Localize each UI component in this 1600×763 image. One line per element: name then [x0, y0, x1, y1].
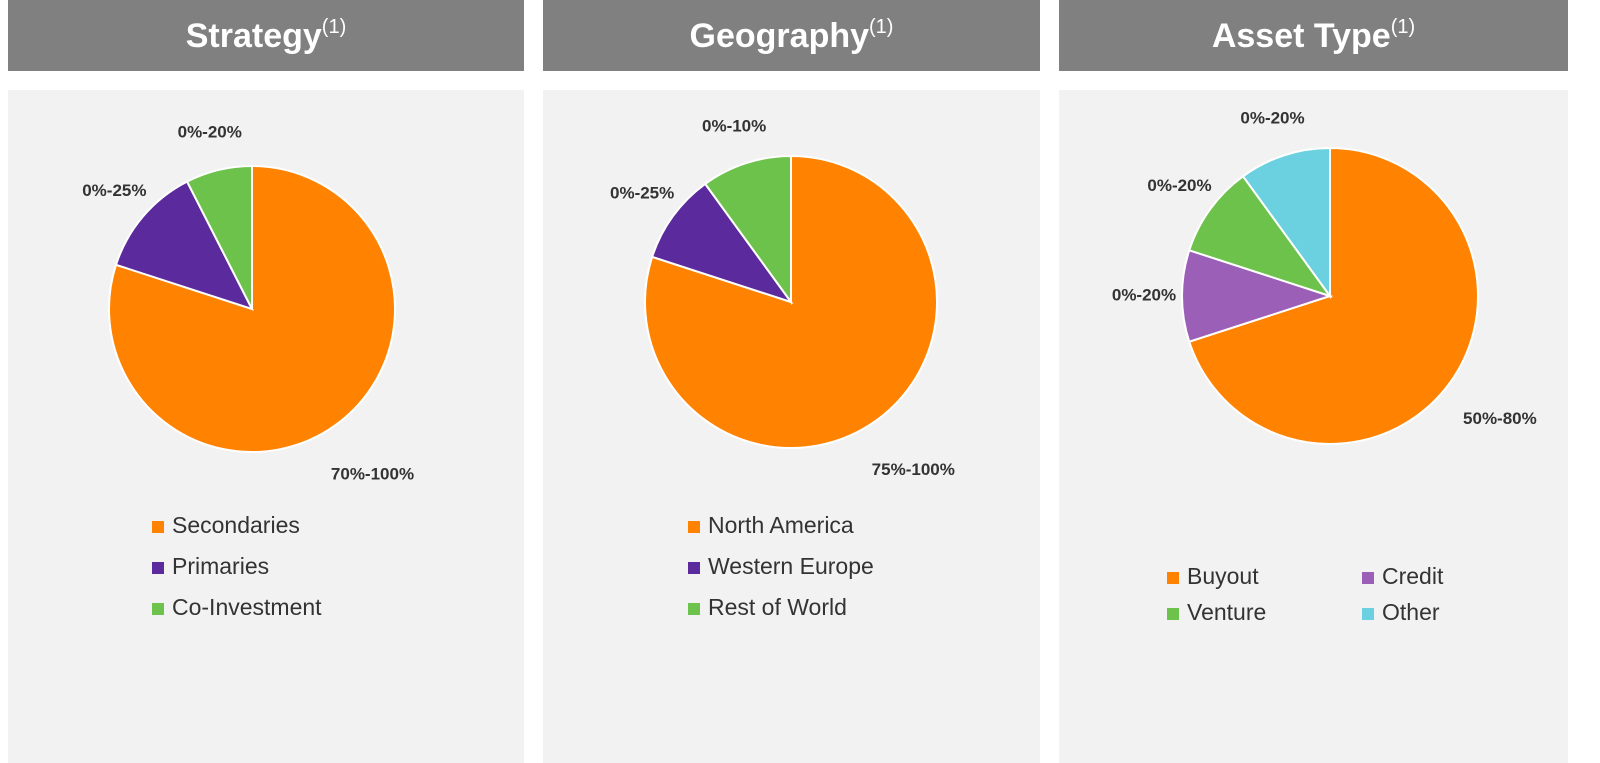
legend-swatch	[1167, 572, 1179, 584]
pie-slice	[1241, 146, 1331, 300]
slice-label: 50%-80%	[1463, 409, 1537, 428]
legend-label: Secondaries	[172, 512, 300, 538]
legend-swatch	[1362, 608, 1374, 620]
header-bar	[8, 0, 524, 71]
header-bar	[1059, 0, 1568, 71]
title-note: (1)	[1391, 16, 1415, 38]
pie-slice	[114, 180, 254, 311]
title-note: (1)	[322, 16, 346, 38]
slice-label: 0%-20%	[1240, 109, 1304, 128]
pie-slice	[185, 164, 253, 310]
pie-slice	[1180, 249, 1334, 343]
legend-label: Buyout	[1187, 563, 1259, 589]
legend-swatch	[152, 521, 164, 533]
chart-title: Strategy(1)	[186, 16, 347, 55]
legend-label: Primaries	[172, 553, 269, 579]
legend-swatch	[1362, 572, 1374, 584]
legend-swatch	[152, 603, 164, 615]
pie-slice	[703, 154, 792, 306]
slice-label: 75%-100%	[872, 460, 955, 479]
legend-label: Venture	[1187, 599, 1266, 625]
pie-slice	[1187, 174, 1333, 298]
slice-label: 0%-25%	[82, 181, 146, 200]
slice-label: 0%-10%	[702, 116, 766, 135]
title-text: Strategy	[186, 17, 322, 55]
slice-label: 70%-100%	[331, 464, 414, 483]
slice-label: 0%-20%	[1112, 285, 1176, 304]
chart-title: Geography(1)	[690, 16, 894, 55]
legend-label: North America	[708, 512, 854, 538]
pie-slice	[1187, 146, 1479, 445]
slice-label: 0%-20%	[178, 122, 242, 141]
slice-label: 0%-25%	[610, 183, 674, 202]
legend-swatch	[688, 562, 700, 574]
legend-swatch	[1167, 608, 1179, 620]
legend-label: Other	[1382, 599, 1440, 625]
title-text: Geography	[690, 17, 870, 55]
legend-swatch	[688, 603, 700, 615]
legend-label: Co-Investment	[172, 594, 322, 620]
legend-label: Rest of World	[708, 594, 847, 620]
header-bar	[543, 0, 1040, 71]
title-text: Asset Type	[1212, 17, 1391, 55]
slice-label: 0%-20%	[1147, 176, 1211, 195]
legend-swatch	[688, 521, 700, 533]
legend-label: Credit	[1382, 563, 1444, 589]
pie-slice	[650, 182, 794, 304]
legend-label: Western Europe	[708, 553, 874, 579]
legend-swatch	[152, 562, 164, 574]
title-note: (1)	[869, 16, 893, 38]
chart-title: Asset Type(1)	[1212, 16, 1415, 55]
